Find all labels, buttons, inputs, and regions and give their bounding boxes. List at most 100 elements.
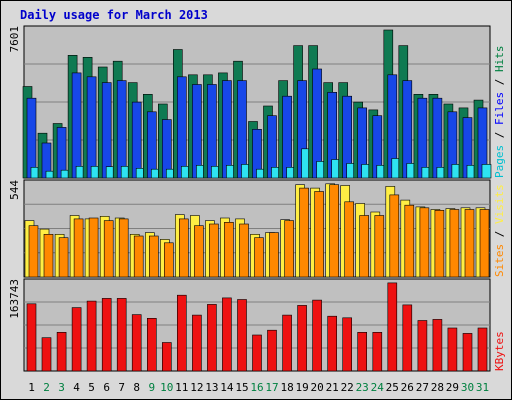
bar-files-day-14 bbox=[222, 80, 232, 179]
day-label: 19 bbox=[295, 381, 308, 394]
bar-kbytes-day-30 bbox=[462, 333, 473, 372]
bar-kbytes-day-7 bbox=[116, 298, 127, 372]
bar-kbytes-day-6 bbox=[101, 298, 112, 372]
day-label: 22 bbox=[341, 381, 354, 394]
panel-hits-files-pages: 7601 Pages / Files / Hits bbox=[8, 25, 506, 179]
bar-kbytes-day-29 bbox=[447, 327, 458, 372]
day-label: 27 bbox=[416, 381, 429, 394]
bar-kbytes-day-2 bbox=[41, 337, 52, 372]
bar-files-day-12 bbox=[192, 84, 202, 179]
day-label: 10 bbox=[160, 381, 173, 394]
bar-kbytes-day-18 bbox=[282, 314, 292, 372]
day-label: 3 bbox=[58, 381, 65, 394]
day-label: 4 bbox=[73, 381, 80, 394]
bar-sites-day-27 bbox=[419, 207, 430, 278]
legend-entry: / bbox=[493, 224, 506, 244]
bar-sites-day-16 bbox=[254, 237, 264, 278]
y-max-label: 163743 bbox=[8, 279, 21, 319]
legend-entry: Sites bbox=[493, 244, 506, 277]
bar-kbytes-day-26 bbox=[402, 304, 413, 372]
day-label: 14 bbox=[220, 381, 234, 394]
bar-kbytes-day-11 bbox=[177, 294, 187, 372]
day-label: 2 bbox=[43, 381, 50, 394]
bar-sites-day-11 bbox=[179, 218, 189, 278]
day-label: 5 bbox=[88, 381, 95, 394]
bar-sites-day-10 bbox=[164, 242, 174, 278]
bar-sites-day-31 bbox=[479, 209, 490, 278]
legend-entry: Hits bbox=[493, 46, 506, 73]
bar-kbytes-day-14 bbox=[222, 297, 232, 372]
bar-files-day-13 bbox=[207, 84, 217, 179]
legend-entry: Pages bbox=[493, 145, 506, 178]
bar-files-day-28 bbox=[432, 97, 443, 179]
bar-sites-day-5 bbox=[88, 217, 99, 278]
bar-files-day-18 bbox=[282, 95, 292, 179]
y-max-label: 7601 bbox=[8, 26, 21, 53]
day-label: 1 bbox=[28, 381, 35, 394]
bar-kbytes-day-13 bbox=[207, 304, 217, 372]
day-label: 15 bbox=[235, 381, 248, 394]
day-label: 23 bbox=[356, 381, 369, 394]
bar-sites-day-24 bbox=[374, 215, 385, 278]
bar-kbytes-day-28 bbox=[432, 319, 443, 372]
chart-panels: 7601 Pages / Files / Hits 544 Sites / Visit… bbox=[8, 25, 506, 372]
legend-entry: Files bbox=[493, 92, 506, 125]
bar-sites-day-15 bbox=[239, 223, 249, 278]
bar-kbytes-day-15 bbox=[237, 299, 247, 372]
bar-kbytes-day-3 bbox=[56, 331, 67, 372]
bar-sites-day-14 bbox=[224, 222, 234, 278]
y-max-label: 544 bbox=[8, 180, 21, 200]
day-label: 24 bbox=[371, 381, 385, 394]
day-label: 21 bbox=[326, 381, 339, 394]
legend: KBytes bbox=[493, 331, 506, 371]
bar-files-day-15 bbox=[237, 80, 247, 179]
bar-kbytes-day-31 bbox=[477, 327, 488, 372]
bar-kbytes-day-21 bbox=[327, 315, 338, 372]
day-label: 30 bbox=[461, 381, 474, 394]
day-label: 12 bbox=[190, 381, 203, 394]
day-label: 13 bbox=[205, 381, 218, 394]
bar-kbytes-day-4 bbox=[71, 307, 82, 372]
day-label: 6 bbox=[103, 381, 110, 394]
bar-kbytes-day-19 bbox=[297, 305, 307, 372]
bar-kbytes-day-5 bbox=[86, 300, 97, 372]
bar-kbytes-day-27 bbox=[417, 320, 428, 372]
bar-sites-day-12 bbox=[194, 225, 204, 278]
bar-kbytes-day-17 bbox=[267, 329, 277, 372]
day-label: 7 bbox=[118, 381, 125, 394]
bar-kbytes-day-22 bbox=[342, 317, 353, 372]
legend-entry: Visits bbox=[493, 184, 506, 224]
bar-sites-day-26 bbox=[404, 204, 415, 278]
chart-title: Daily usage for March 2013 bbox=[20, 8, 208, 22]
legend: Sites / Visits bbox=[493, 184, 506, 277]
day-label: 18 bbox=[280, 381, 293, 394]
day-label: 25 bbox=[386, 381, 399, 394]
bar-kbytes-day-10 bbox=[162, 342, 172, 372]
day-axis: 1 2 3 4 5 6 7 8 9 10 11 12 13 14 15 16 17 18 19 20 21 22 23 24 2… bbox=[28, 381, 489, 394]
bar-kbytes-day-9 bbox=[147, 317, 157, 372]
bar-files-day-11 bbox=[177, 76, 187, 179]
bar-files-day-6 bbox=[101, 82, 112, 179]
bar-files-day-4 bbox=[71, 72, 82, 179]
bar-files-day-5 bbox=[86, 76, 97, 179]
day-label: 9 bbox=[148, 381, 155, 394]
bar-sites-day-6 bbox=[103, 220, 114, 278]
bar-files-day-27 bbox=[417, 97, 428, 179]
day-label: 17 bbox=[265, 381, 278, 394]
day-label: 8 bbox=[133, 381, 140, 394]
bar-sites-day-1 bbox=[28, 225, 39, 278]
bar-sites-day-3 bbox=[58, 237, 69, 278]
bar-sites-day-17 bbox=[269, 232, 279, 278]
bar-kbytes-day-8 bbox=[131, 314, 142, 372]
bar-kbytes-day-1 bbox=[26, 303, 37, 372]
bar-sites-day-9 bbox=[149, 235, 159, 278]
day-label: 11 bbox=[175, 381, 188, 394]
day-label: 31 bbox=[476, 381, 489, 394]
bar-sites-day-25 bbox=[389, 194, 400, 278]
bar-sites-day-29 bbox=[449, 209, 460, 278]
bar-sites-day-2 bbox=[43, 234, 54, 278]
bar-sites-day-23 bbox=[359, 215, 370, 278]
bar-files-day-8 bbox=[131, 101, 142, 179]
legend: Pages / Files / Hits bbox=[493, 46, 506, 179]
